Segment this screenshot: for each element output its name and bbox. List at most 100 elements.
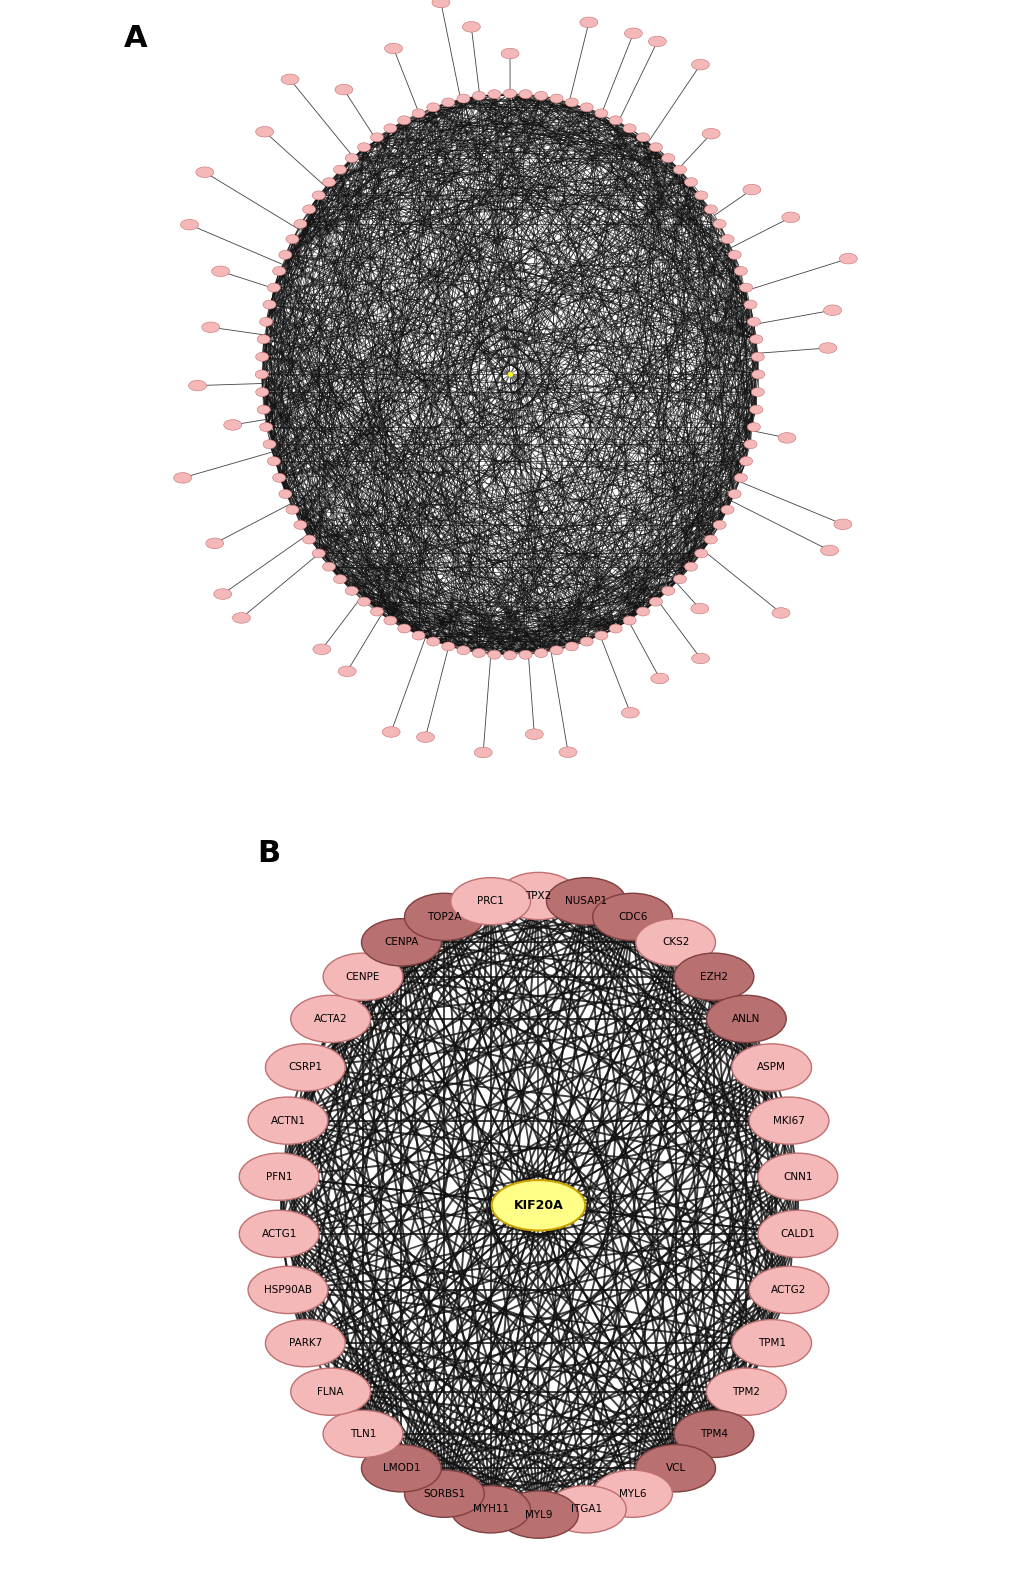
Text: KIF20A: KIF20A xyxy=(514,1199,562,1211)
Ellipse shape xyxy=(704,204,716,214)
Ellipse shape xyxy=(534,648,547,658)
Ellipse shape xyxy=(594,109,607,118)
Ellipse shape xyxy=(265,1044,344,1092)
Ellipse shape xyxy=(214,589,231,600)
Ellipse shape xyxy=(731,1044,811,1092)
Ellipse shape xyxy=(650,674,668,683)
Ellipse shape xyxy=(202,322,219,332)
Text: LMOD1: LMOD1 xyxy=(382,1464,420,1473)
Ellipse shape xyxy=(263,300,276,310)
Text: MYL6: MYL6 xyxy=(619,1489,646,1499)
Ellipse shape xyxy=(674,953,753,1001)
Ellipse shape xyxy=(684,562,697,571)
Ellipse shape xyxy=(239,1210,319,1258)
Ellipse shape xyxy=(558,747,577,758)
Ellipse shape xyxy=(691,653,709,664)
Ellipse shape xyxy=(636,132,649,142)
Ellipse shape xyxy=(333,166,346,174)
Ellipse shape xyxy=(472,91,485,101)
Ellipse shape xyxy=(450,878,530,924)
Ellipse shape xyxy=(474,747,492,758)
Ellipse shape xyxy=(303,535,315,544)
Text: TPM2: TPM2 xyxy=(732,1387,759,1396)
Ellipse shape xyxy=(739,456,752,466)
Text: MKI67: MKI67 xyxy=(772,1116,804,1125)
Ellipse shape xyxy=(519,650,532,659)
Ellipse shape xyxy=(405,894,484,940)
Ellipse shape xyxy=(462,22,480,32)
Ellipse shape xyxy=(649,597,661,606)
Ellipse shape xyxy=(267,282,280,292)
Text: PRC1: PRC1 xyxy=(477,897,503,907)
Text: PFN1: PFN1 xyxy=(266,1171,292,1181)
Ellipse shape xyxy=(267,456,280,466)
Ellipse shape xyxy=(426,102,439,112)
Ellipse shape xyxy=(623,616,636,626)
Ellipse shape xyxy=(673,166,686,174)
Ellipse shape xyxy=(223,420,242,431)
Text: CNN1: CNN1 xyxy=(783,1171,812,1181)
Ellipse shape xyxy=(370,606,383,616)
Ellipse shape xyxy=(749,335,762,343)
Ellipse shape xyxy=(743,300,756,310)
Ellipse shape xyxy=(608,624,622,634)
Ellipse shape xyxy=(546,878,626,924)
Ellipse shape xyxy=(691,59,708,70)
Ellipse shape xyxy=(546,1486,626,1532)
Text: ACTA2: ACTA2 xyxy=(314,1013,347,1025)
Ellipse shape xyxy=(491,1179,585,1231)
Ellipse shape xyxy=(323,1411,403,1457)
Text: ANLN: ANLN xyxy=(732,1013,760,1025)
Ellipse shape xyxy=(623,124,636,132)
Text: B: B xyxy=(258,839,280,868)
Ellipse shape xyxy=(673,575,686,584)
Ellipse shape xyxy=(285,235,299,244)
Ellipse shape xyxy=(731,1320,811,1366)
Ellipse shape xyxy=(397,624,411,634)
Text: TPM1: TPM1 xyxy=(757,1337,785,1349)
Text: MYL9: MYL9 xyxy=(524,1510,551,1519)
Ellipse shape xyxy=(265,1320,344,1366)
Ellipse shape xyxy=(322,562,335,571)
Ellipse shape xyxy=(334,85,353,94)
Text: MYH11: MYH11 xyxy=(472,1505,508,1515)
Ellipse shape xyxy=(290,996,370,1042)
Ellipse shape xyxy=(592,894,672,940)
Text: ASPM: ASPM xyxy=(756,1063,786,1073)
Ellipse shape xyxy=(272,267,285,276)
Ellipse shape xyxy=(757,1210,837,1258)
Ellipse shape xyxy=(180,219,199,230)
Ellipse shape xyxy=(734,267,747,276)
Ellipse shape xyxy=(771,608,789,618)
Ellipse shape xyxy=(690,603,708,614)
Ellipse shape xyxy=(322,177,335,187)
Ellipse shape xyxy=(706,1368,786,1416)
Text: CDC6: CDC6 xyxy=(618,911,647,922)
Ellipse shape xyxy=(323,953,403,1001)
Ellipse shape xyxy=(189,380,206,391)
Ellipse shape xyxy=(278,251,291,259)
Text: ACTG1: ACTG1 xyxy=(261,1229,297,1238)
Ellipse shape xyxy=(313,645,330,654)
Ellipse shape xyxy=(720,235,734,244)
Ellipse shape xyxy=(383,124,396,132)
Ellipse shape xyxy=(426,637,439,646)
Ellipse shape xyxy=(748,1266,828,1314)
Ellipse shape xyxy=(290,1368,370,1416)
Text: CENPE: CENPE xyxy=(345,972,380,982)
Ellipse shape xyxy=(338,666,356,677)
Text: TPM4: TPM4 xyxy=(699,1428,728,1440)
Ellipse shape xyxy=(312,192,325,200)
Ellipse shape xyxy=(648,37,665,46)
Ellipse shape xyxy=(728,251,741,259)
Ellipse shape xyxy=(734,474,747,482)
Text: TPX2: TPX2 xyxy=(525,891,551,902)
Text: ACTG2: ACTG2 xyxy=(770,1285,806,1294)
Ellipse shape xyxy=(635,1444,714,1492)
Text: FLNA: FLNA xyxy=(317,1387,343,1396)
Ellipse shape xyxy=(260,318,272,326)
Ellipse shape xyxy=(196,168,214,177)
Text: CALD1: CALD1 xyxy=(780,1229,814,1238)
Ellipse shape xyxy=(820,546,838,555)
Ellipse shape xyxy=(211,267,229,276)
